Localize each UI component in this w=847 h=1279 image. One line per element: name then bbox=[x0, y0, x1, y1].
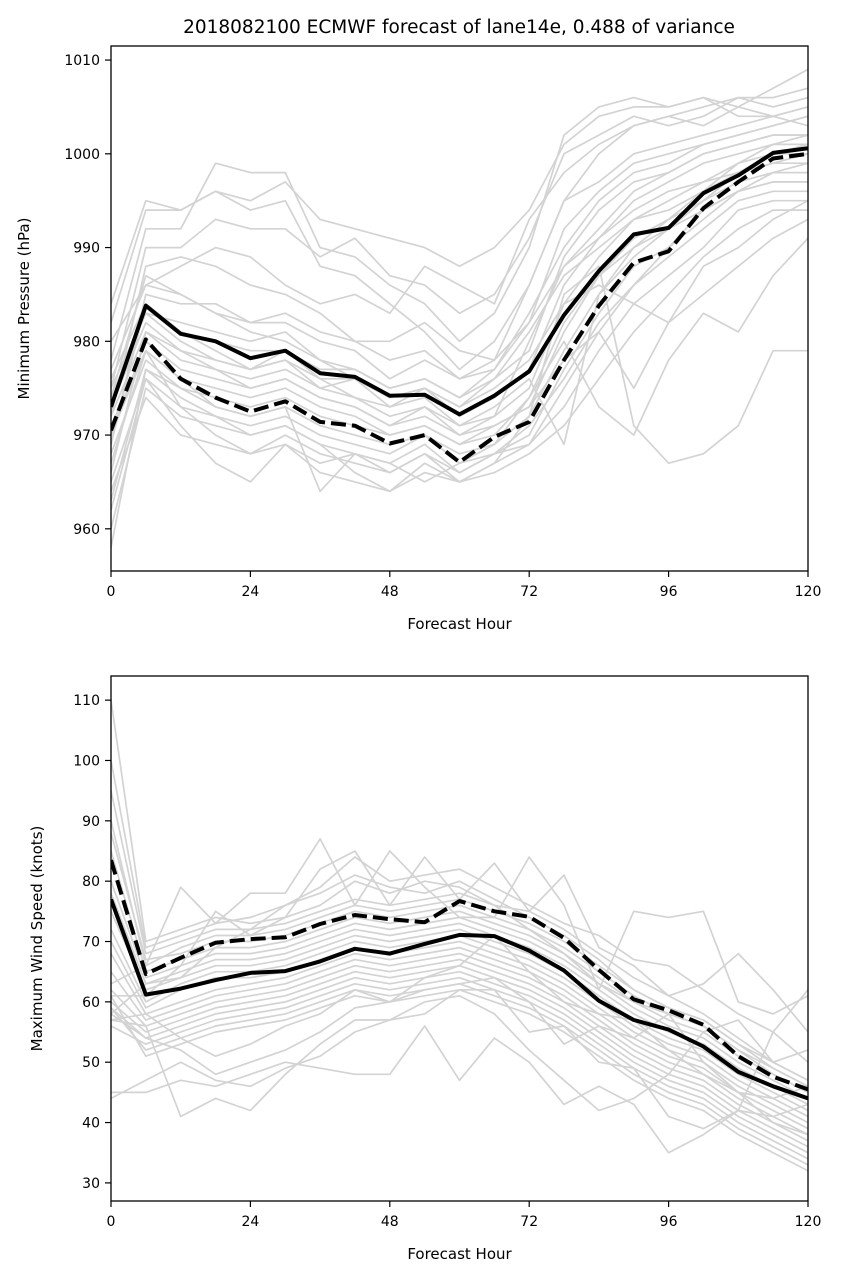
wind-y-tick-label: 60 bbox=[82, 995, 100, 1011]
wind-y-tick-label: 110 bbox=[73, 693, 100, 709]
pressure-ensemble-member-line-3 bbox=[111, 96, 808, 389]
wind-dashed-line bbox=[111, 859, 808, 1092]
pressure-y-tick-label: 980 bbox=[73, 334, 100, 350]
wind-x-tick-label: 120 bbox=[795, 1214, 822, 1230]
pressure-y-tick-label: 1000 bbox=[64, 147, 100, 163]
pressure-y-tick-label: 1010 bbox=[64, 53, 100, 69]
wind-x-tick-label: 72 bbox=[520, 1214, 538, 1230]
pressure-ensemble-member-line-22 bbox=[111, 134, 808, 436]
wind-ensemble-member-line-17 bbox=[111, 976, 808, 1160]
wind-x-tick-label: 48 bbox=[381, 1214, 399, 1230]
figure-title: 2018082100 ECMWF forecast of lane14e, 0.… bbox=[183, 17, 735, 38]
wind-x-axis-label: Forecast Hour bbox=[407, 1245, 512, 1263]
wind-ensemble-member-line-24 bbox=[111, 838, 808, 1015]
wind-ensemble-member-line-22 bbox=[111, 988, 808, 1130]
pressure-x-tick-label: 48 bbox=[381, 584, 399, 600]
wind-x-ticks: 0 24 48 72 96 120 bbox=[107, 1201, 822, 1230]
wind-ensemble-member-line-14 bbox=[111, 958, 808, 1142]
pressure-y-tick-label: 990 bbox=[73, 241, 100, 257]
wind-series-layer bbox=[111, 699, 808, 1172]
wind-x-tick-label: 24 bbox=[241, 1214, 259, 1230]
pressure-ensemble-member-line-5 bbox=[111, 115, 808, 417]
pressure-ensemble-member-line-25 bbox=[111, 152, 808, 380]
wind-y-axis-label: Maximum Wind Speed (knots) bbox=[28, 826, 46, 1052]
pressure-y-ticks: 960 970 980 990 1000 1010 bbox=[64, 53, 111, 538]
pressure-y-axis-label: Minimum Pressure (hPa) bbox=[15, 218, 33, 400]
pressure-dashed-line bbox=[111, 151, 808, 465]
wind-x-tick-label: 0 bbox=[107, 1214, 116, 1230]
wind-ensemble-member-line-26 bbox=[111, 856, 808, 1063]
pressure-x-tick-label: 0 bbox=[107, 584, 116, 600]
pressure-ensemble-member-line-27 bbox=[111, 134, 808, 408]
pressure-ensemble-member-line-23 bbox=[111, 96, 808, 305]
wind-solid-line bbox=[111, 898, 808, 1101]
pressure-ensemble-member-line-21 bbox=[111, 115, 808, 445]
wind-ensemble-member-line-27 bbox=[111, 934, 808, 1100]
wind-ensemble-member-line-12 bbox=[111, 946, 808, 1130]
wind-panel: 0 24 48 72 96 120 30 40 50 60 70 80 90 100 110 Foreca… bbox=[28, 675, 822, 1263]
pressure-x-tick-label: 96 bbox=[660, 584, 678, 600]
pressure-panel: 0 24 48 72 96 120 960 970 980 990 1000 1010 Foreca… bbox=[15, 45, 822, 633]
wind-x-tick-label: 96 bbox=[660, 1214, 678, 1230]
wind-y-tick-label: 40 bbox=[82, 1116, 100, 1132]
wind-y-tick-label: 80 bbox=[82, 874, 100, 890]
wind-y-tick-label: 50 bbox=[82, 1055, 100, 1071]
pressure-y-tick-label: 960 bbox=[73, 522, 100, 538]
pressure-axes-frame bbox=[110, 45, 809, 572]
pressure-x-tick-label: 24 bbox=[241, 584, 259, 600]
wind-ensemble-member-line-16 bbox=[111, 970, 808, 1154]
wind-ensemble-member-line-23 bbox=[111, 976, 808, 1136]
pressure-series-layer bbox=[111, 68, 808, 548]
wind-y-ticks: 30 40 50 60 70 80 90 100 110 bbox=[73, 693, 111, 1192]
wind-ensemble-member-line-6 bbox=[111, 850, 808, 1094]
pressure-ensemble-member-line-11 bbox=[111, 171, 808, 501]
pressure-x-ticks: 0 24 48 72 96 120 bbox=[107, 571, 822, 600]
wind-y-tick-label: 100 bbox=[73, 753, 100, 769]
pressure-ensemble-member-line-18 bbox=[111, 265, 808, 492]
wind-ensemble-member-line-3 bbox=[111, 790, 808, 1082]
wind-ensemble-member-line-13 bbox=[111, 952, 808, 1136]
wind-axes-frame bbox=[110, 675, 809, 1202]
wind-y-tick-label: 70 bbox=[82, 935, 100, 951]
wind-y-tick-label: 30 bbox=[82, 1176, 100, 1192]
pressure-x-tick-label: 120 bbox=[795, 584, 822, 600]
pressure-x-tick-label: 72 bbox=[520, 584, 538, 600]
wind-y-tick-label: 90 bbox=[82, 814, 100, 830]
pressure-ensemble-member-line-17 bbox=[111, 162, 808, 446]
pressure-solid-line bbox=[111, 146, 808, 417]
pressure-x-axis-label: Forecast Hour bbox=[407, 615, 512, 633]
pressure-ensemble-member-line-1 bbox=[111, 87, 808, 371]
pressure-ensemble-member-line-19 bbox=[111, 237, 808, 548]
pressure-y-tick-label: 970 bbox=[73, 428, 100, 444]
pressure-ensemble-member-line-4 bbox=[111, 106, 808, 342]
